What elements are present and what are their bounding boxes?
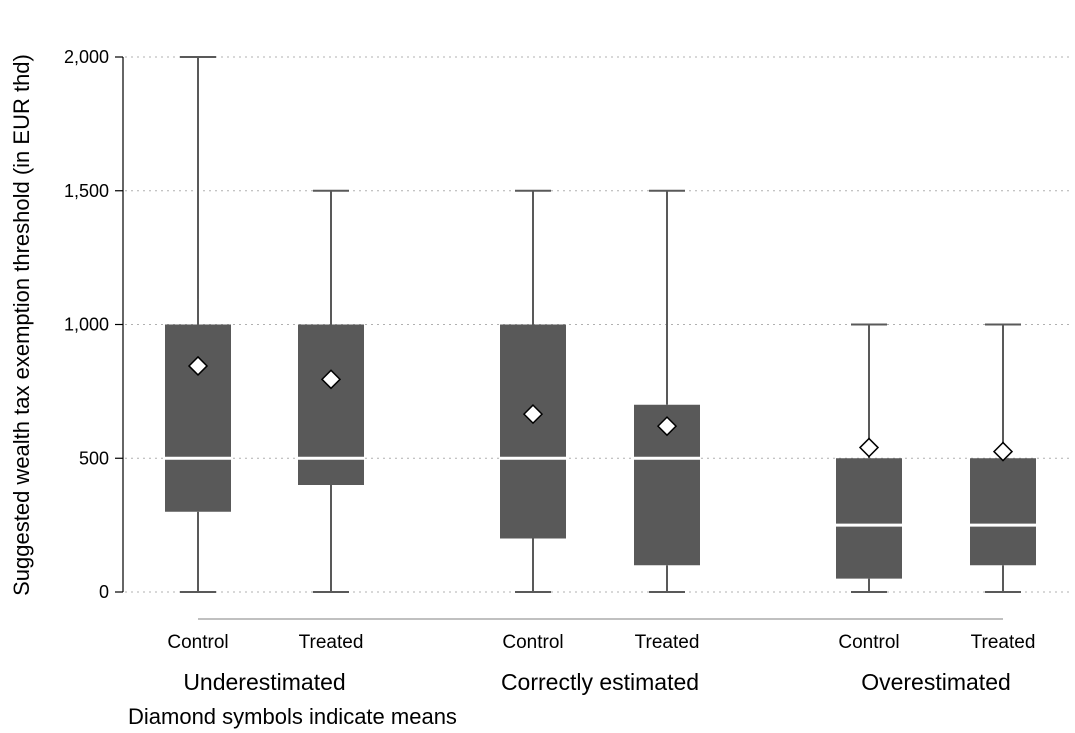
- iqr-box: [836, 458, 902, 579]
- y-tick-label: 500: [79, 448, 109, 468]
- y-tick-label: 1,000: [64, 315, 109, 335]
- boxes: [165, 56, 1036, 593]
- box-overestimated-control: [836, 323, 902, 593]
- box-underestimated-treated: [298, 189, 364, 593]
- mean-diamond: [320, 369, 342, 390]
- y-axis: 0 500 1,000 1,500 2,000: [64, 47, 1003, 620]
- iqr-box: [165, 324, 231, 512]
- mean-diamond: [656, 416, 678, 437]
- gridlines: [125, 56, 1072, 593]
- y-tick-label: 1,500: [64, 181, 109, 201]
- box-correctly-estimated-treated: [634, 189, 700, 593]
- group-label: Underestimated: [183, 669, 345, 695]
- y-axis-label: Suggested wealth tax exemption threshold…: [9, 54, 34, 596]
- iqr-box: [970, 458, 1036, 566]
- iqr-box: [298, 324, 364, 485]
- category-label: Control: [167, 632, 228, 653]
- category-label: Control: [838, 632, 899, 653]
- category-label: Control: [502, 632, 563, 653]
- category-labels: Control Treated Underestimated Control Treat…: [167, 632, 1035, 695]
- y-tick-label: 0: [99, 582, 109, 602]
- mean-diamond: [992, 441, 1014, 462]
- box-correctly-estimated-control: [500, 189, 566, 593]
- mean-diamond: [522, 404, 544, 425]
- group-label: Overestimated: [861, 669, 1011, 695]
- category-label: Treated: [635, 632, 700, 653]
- box-underestimated-control: [165, 56, 231, 593]
- mean-diamond: [858, 437, 880, 458]
- category-label: Treated: [971, 632, 1036, 653]
- group-label: Correctly estimated: [501, 669, 699, 695]
- box-overestimated-treated: [970, 323, 1036, 593]
- y-tick-label: 2,000: [64, 47, 109, 67]
- chart-note: Diamond symbols indicate means: [128, 704, 457, 729]
- category-label: Treated: [299, 632, 364, 653]
- mean-diamond: [187, 355, 209, 377]
- iqr-box: [500, 324, 566, 539]
